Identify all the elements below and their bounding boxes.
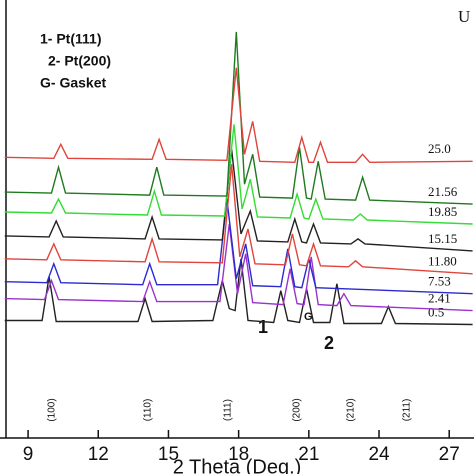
x-tick-label: 18 bbox=[228, 444, 249, 465]
x-axis-label: 2 Theta (Deg.) bbox=[173, 456, 302, 474]
x-tick-label: 24 bbox=[368, 444, 390, 465]
peak-mark: 2 bbox=[324, 333, 334, 353]
series-line bbox=[4, 258, 473, 326]
series-line bbox=[4, 199, 473, 295]
series-line bbox=[4, 67, 473, 164]
legend-text: G- Gasket bbox=[40, 75, 106, 91]
series-line bbox=[4, 223, 473, 312]
peak-mark: 1 bbox=[258, 317, 268, 337]
legend-text: 1- Pt(111) bbox=[40, 31, 101, 47]
peak-label: (111) bbox=[223, 399, 234, 421]
x-tick-label: 21 bbox=[298, 444, 319, 465]
series-label: 21.56 bbox=[428, 184, 458, 199]
x-tick-label: 27 bbox=[439, 444, 460, 465]
peak-label: (110) bbox=[143, 399, 154, 422]
peak-label: (200) bbox=[292, 398, 303, 421]
series-label: 19.85 bbox=[428, 204, 457, 219]
series-label: 25.0 bbox=[428, 141, 451, 156]
legend-text: 2- Pt(200) bbox=[48, 53, 111, 69]
series-line bbox=[4, 164, 473, 275]
peak-mark: G bbox=[304, 311, 313, 323]
series-label: 0.5 bbox=[428, 305, 444, 320]
x-tick-label: 15 bbox=[158, 444, 179, 465]
peak-label: (210) bbox=[346, 398, 357, 421]
series-label: 11.80 bbox=[428, 254, 457, 269]
peak-label: (100) bbox=[47, 398, 58, 421]
series-label: 2.41 bbox=[428, 291, 451, 306]
series-line bbox=[4, 149, 473, 252]
x-tick-label: 9 bbox=[23, 444, 34, 465]
series-label: 15.15 bbox=[428, 231, 457, 246]
peak-label: (211) bbox=[402, 399, 413, 422]
series-line bbox=[4, 31, 473, 205]
series-label: 7.53 bbox=[428, 274, 451, 289]
corner-text: U bbox=[458, 7, 470, 26]
x-tick-label: 12 bbox=[88, 444, 109, 465]
series-line bbox=[4, 124, 473, 225]
